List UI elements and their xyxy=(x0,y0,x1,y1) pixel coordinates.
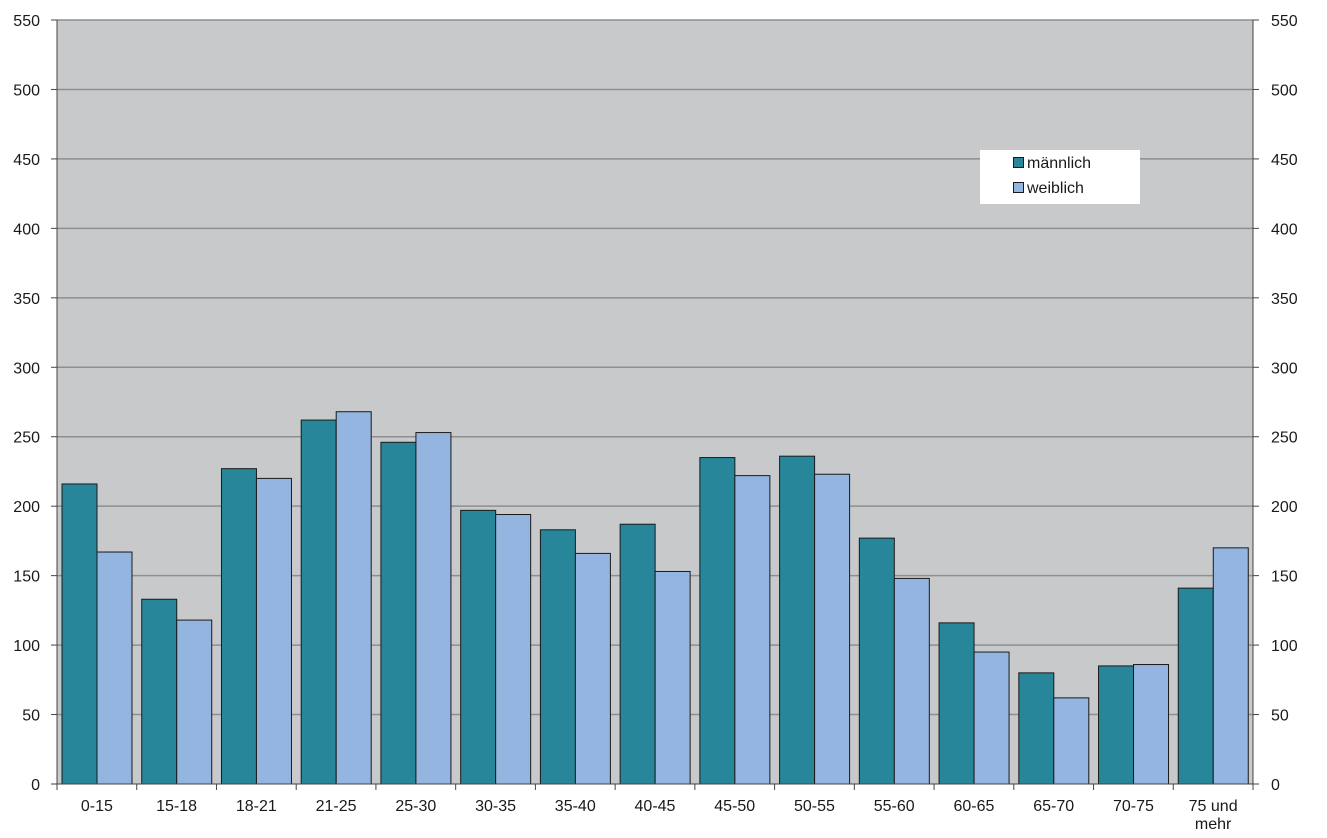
bar-maennlich xyxy=(938,622,975,785)
bar-maennlich xyxy=(1018,672,1055,785)
y-axis-right-labels: 0 50 100 150 200 250 300 350 400 450 500 550 xyxy=(1271,13,1298,794)
y-tick-label-left: 100 xyxy=(13,638,40,655)
bar-weiblich xyxy=(415,432,452,785)
x-tick-label: 50-55 xyxy=(794,798,835,815)
x-axis-labels: 0-15 15-18 18-21 21-25 25-30 30-35 35-40 40-45 4… xyxy=(81,798,1238,833)
x-tick-label: 21-25 xyxy=(316,798,357,815)
axes xyxy=(51,19,1259,790)
legend-item-weiblich: weiblich xyxy=(1013,180,1084,198)
y-tick-label-right: 300 xyxy=(1271,360,1298,377)
bar-maennlich xyxy=(539,529,576,785)
y-tick-label-left: 250 xyxy=(13,430,40,447)
y-tick-label-right: 100 xyxy=(1271,638,1298,655)
legend-swatch-weiblich xyxy=(1013,182,1024,193)
bar-weiblich xyxy=(495,514,532,785)
bar-maennlich xyxy=(141,598,178,785)
y-tick-label-right: 250 xyxy=(1271,430,1298,447)
bar-weiblich xyxy=(654,570,691,785)
y-tick-label-right: 50 xyxy=(1271,708,1289,725)
bar-weiblich xyxy=(176,619,213,785)
y-tick-label-right: 550 xyxy=(1271,13,1298,30)
bars xyxy=(61,411,1249,785)
x-tick-label: 70-75 xyxy=(1113,798,1154,815)
bar-maennlich xyxy=(1098,665,1135,785)
y-tick-label-right: 200 xyxy=(1271,499,1298,516)
x-tick-label: 60-65 xyxy=(953,798,994,815)
bar-weiblich xyxy=(734,475,771,785)
y-tick-label-left: 350 xyxy=(13,291,40,308)
y-tick-label-left: 550 xyxy=(13,13,40,30)
y-tick-label-left: 150 xyxy=(13,569,40,586)
bar-weiblich xyxy=(335,411,372,785)
x-tick-label: 40-45 xyxy=(635,798,676,815)
x-tick-label: 25-30 xyxy=(395,798,436,815)
bar-maennlich xyxy=(1177,587,1214,785)
bar-weiblich xyxy=(1053,697,1090,785)
y-tick-label-right: 0 xyxy=(1271,777,1280,794)
bar-maennlich xyxy=(779,455,816,785)
y-tick-label-right: 350 xyxy=(1271,291,1298,308)
y-tick-label-right: 500 xyxy=(1271,82,1298,99)
y-tick-label-left: 500 xyxy=(13,82,40,99)
x-tick-label: 18-21 xyxy=(236,798,277,815)
legend-label-weiblich: weiblich xyxy=(1027,180,1084,197)
y-axis-left-labels: 0 50 100 150 200 250 300 350 400 450 500 550 xyxy=(13,13,40,794)
x-tick-label: 35-40 xyxy=(555,798,596,815)
bar-maennlich xyxy=(699,457,736,785)
y-tick-label-right: 450 xyxy=(1271,152,1298,169)
x-tick-label: 15-18 xyxy=(156,798,197,815)
bar-weiblich xyxy=(893,577,930,785)
bar-maennlich xyxy=(858,537,895,785)
legend-item-maennlich: männlich xyxy=(1013,155,1091,173)
bar-maennlich xyxy=(380,441,417,785)
legend-label-maennlich: männlich xyxy=(1027,155,1092,172)
bar-weiblich xyxy=(96,551,133,785)
bar-weiblich xyxy=(574,552,611,785)
bar-weiblich xyxy=(1133,664,1170,785)
bar-weiblich xyxy=(814,473,851,785)
bar-maennlich xyxy=(220,468,257,785)
bar-weiblich xyxy=(255,477,292,785)
x-tick-label: 55-60 xyxy=(874,798,915,815)
x-tick-label: 45-50 xyxy=(714,798,755,815)
x-tick-label: 65-70 xyxy=(1033,798,1074,815)
legend: männlich weiblich xyxy=(980,150,1140,204)
y-tick-label-left: 450 xyxy=(13,152,40,169)
y-tick-label-left: 50 xyxy=(22,708,40,725)
bar-maennlich xyxy=(460,509,497,785)
x-tick-label: 30-35 xyxy=(475,798,516,815)
x-tick-label: 75 und mehr xyxy=(1189,798,1238,833)
bar-maennlich xyxy=(619,523,656,785)
bar-weiblich xyxy=(973,651,1010,785)
legend-swatch-maennlich xyxy=(1013,157,1024,168)
bar-maennlich xyxy=(300,419,337,785)
y-tick-label-left: 200 xyxy=(13,499,40,516)
x-tick-label: 0-15 xyxy=(81,798,113,815)
y-tick-label-right: 150 xyxy=(1271,569,1298,586)
y-tick-label-right: 400 xyxy=(1271,221,1298,238)
y-tick-label-left: 400 xyxy=(13,221,40,238)
y-tick-label-left: 0 xyxy=(31,777,40,794)
y-tick-label-left: 300 xyxy=(13,360,40,377)
bar-maennlich xyxy=(61,483,98,785)
bar-weiblich xyxy=(1212,547,1249,785)
